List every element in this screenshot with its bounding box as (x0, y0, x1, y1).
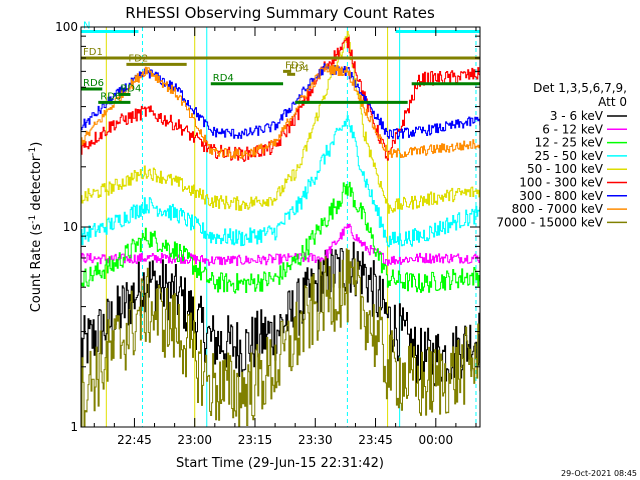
series-line-8 (81, 248, 480, 427)
y-axis-label: Count Rate (s-1 detector-1) (28, 142, 44, 313)
y-tick-label: 1 (70, 420, 78, 434)
flag-label: FD1 (83, 47, 103, 58)
legend-header-attenuator: Att 0 (598, 95, 627, 109)
series-line-5 (81, 36, 480, 162)
x-tick-label: 22:45 (117, 433, 152, 447)
flag-label: RD4 (213, 73, 234, 84)
legend-entry-label: 100 - 300 keV (519, 176, 603, 190)
legend-entry-label: 50 - 100 keV (527, 162, 604, 176)
legend-entry-label: 800 - 7000 keV (512, 202, 604, 216)
flag-label: N (83, 20, 90, 31)
x-tick-label: 23:00 (177, 433, 212, 447)
flag-label: FD4 (289, 63, 309, 74)
x-tick-label: 23:30 (298, 433, 333, 447)
series-line-4 (81, 30, 480, 214)
flag-label: RD4 (120, 83, 141, 94)
x-tick-label: 00:00 (419, 433, 454, 447)
series-line-3 (81, 115, 480, 248)
series-line-2 (81, 181, 480, 294)
x-tick-label: 23:15 (238, 433, 273, 447)
legend-entry-label: 7000 - 15000 keV (496, 215, 603, 229)
x-axis-label: Start Time (29-Jun-15 22:31:42) (176, 456, 384, 471)
y-tick-label: 10 (63, 220, 78, 234)
legend-header-detectors: Det 1,3,5,6,7,9, (533, 81, 627, 95)
flag-label: FD3 (285, 60, 305, 71)
y-tick-label: 100 (55, 20, 78, 34)
legend-entry-label: 3 - 6 keV (550, 109, 604, 123)
legend-entry-label: 25 - 50 keV (535, 149, 604, 163)
legend-entry-label: 300 - 800 keV (519, 189, 603, 203)
flag-label: RD6 (83, 78, 104, 89)
chart-title: RHESSI Observing Summary Count Rates (125, 4, 435, 22)
flag-label: RD6 (100, 91, 121, 102)
series-line-1 (81, 223, 480, 266)
legend-entry-label: 6 - 12 keV (542, 122, 604, 136)
series-line-7 (81, 63, 480, 159)
footer-timestamp: 29-Oct-2021 08:45 (561, 469, 637, 478)
legend-entry-label: 12 - 25 keV (535, 136, 604, 150)
flag-label: FD2 (128, 53, 148, 64)
x-tick-label: 23:45 (358, 433, 393, 447)
